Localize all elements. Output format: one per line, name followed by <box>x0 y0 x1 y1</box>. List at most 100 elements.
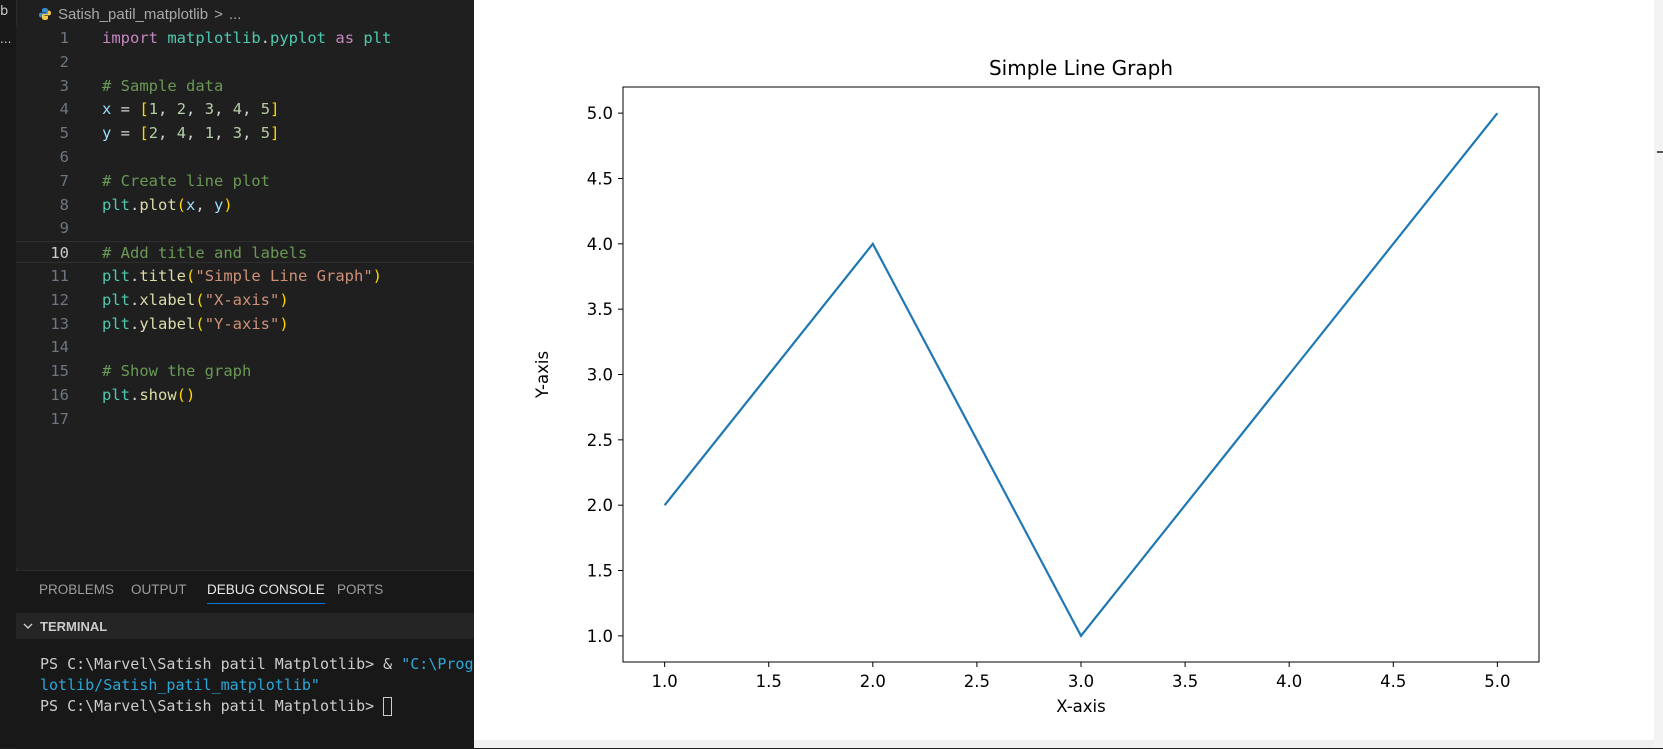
code-token: [ <box>139 124 148 142</box>
code-token: # Show the graph <box>102 362 251 380</box>
terminal[interactable]: PS C:\Marvel\Satish patil Matplotlib> & … <box>16 639 474 749</box>
more-icon[interactable]: ... <box>0 32 11 46</box>
breadcrumb-more[interactable]: ... <box>229 6 242 23</box>
bottom-panel: PROBLEMS OUTPUT DEBUG CONSOLE PORTS TERM… <box>16 570 474 749</box>
plot-frame <box>623 87 1539 662</box>
breadcrumb-separator-icon: > <box>214 6 223 23</box>
tab-ports[interactable]: PORTS <box>337 582 383 597</box>
code-token: x <box>186 196 195 214</box>
code-line[interactable]: 10# Add title and labels <box>16 241 474 263</box>
code-token: . <box>261 29 270 47</box>
tab-output[interactable]: OUTPUT <box>131 582 187 597</box>
code-line[interactable]: 9 <box>16 217 474 239</box>
series-line <box>665 113 1498 636</box>
chart-title: Simple Line Graph <box>989 56 1173 80</box>
code-token: , <box>186 124 205 142</box>
code-token: 3 <box>233 124 242 142</box>
line-number: 7 <box>16 170 69 192</box>
tab-problems[interactable]: PROBLEMS <box>39 582 114 597</box>
terminal-cursor <box>383 697 392 716</box>
code-token: # Create line plot <box>102 172 270 190</box>
line-number: 14 <box>16 336 69 358</box>
x-tick-label: 5.0 <box>1484 672 1510 691</box>
line-number: 5 <box>16 122 69 144</box>
code-text: plt.plot(x, y) <box>102 194 233 216</box>
breadcrumb: Satish_patil_matplotlib > ... <box>38 3 241 25</box>
x-tick-label: 1.5 <box>756 672 782 691</box>
code-token: , <box>186 100 205 118</box>
panel-tabs: PROBLEMS OUTPUT DEBUG CONSOLE PORTS <box>16 571 474 607</box>
x-tick-label: 3.5 <box>1172 672 1198 691</box>
y-axis-label: Y-axis <box>533 351 552 399</box>
terminal-title: TERMINAL <box>40 619 107 634</box>
code-token: . <box>130 315 139 333</box>
figure-bottom-strip <box>474 740 1654 748</box>
code-token: ) <box>223 196 232 214</box>
code-text: y = [2, 4, 1, 3, 5] <box>102 122 279 144</box>
code-token: ) <box>186 386 195 404</box>
code-token: title <box>139 267 186 285</box>
right-scroll-strip <box>1654 0 1663 748</box>
code-line[interactable]: 13 plt.ylabel("Y-axis") <box>16 313 474 335</box>
code-text: plt.ylabel("Y-axis") <box>102 313 289 335</box>
x-tick-label: 3.0 <box>1068 672 1094 691</box>
code-token: 2 <box>177 100 186 118</box>
code-line[interactable]: 2 <box>16 51 474 73</box>
code-token: , <box>242 124 261 142</box>
code-line[interactable]: 3# Sample data <box>16 75 474 97</box>
terminal-path: "C:\Prog <box>401 655 473 673</box>
code-token: plt <box>102 291 130 309</box>
code-token: # Add title and labels <box>102 244 307 262</box>
line-number: 13 <box>16 313 69 335</box>
code-token: "X-axis" <box>205 291 280 309</box>
code-token: 4 <box>233 100 242 118</box>
code-token: plt <box>102 196 130 214</box>
code-token: ] <box>270 100 279 118</box>
x-tick-label: 4.5 <box>1380 672 1406 691</box>
code-line[interactable]: 17 <box>16 408 474 430</box>
line-number: 12 <box>16 289 69 311</box>
code-token: import <box>102 29 158 47</box>
code-token: plt <box>102 386 130 404</box>
scroll-marker <box>1657 151 1663 153</box>
code-token: plt <box>102 267 130 285</box>
code-line[interactable]: 15# Show the graph <box>16 360 474 382</box>
line-number: 16 <box>16 384 69 406</box>
code-token: y <box>102 124 111 142</box>
code-token: , <box>158 124 177 142</box>
x-tick-label: 2.0 <box>860 672 886 691</box>
x-axis-label: X-axis <box>1056 697 1106 716</box>
code-token: "Y-axis" <box>205 315 280 333</box>
code-line[interactable]: 6 <box>16 146 474 168</box>
code-line[interactable]: 7 # Create line plot <box>16 170 474 192</box>
code-token: . <box>130 291 139 309</box>
x-tick-label: 4.0 <box>1276 672 1302 691</box>
code-token: y <box>214 196 223 214</box>
code-token: 3 <box>205 100 214 118</box>
line-number: 3 <box>16 75 69 97</box>
code-token: ] <box>270 124 279 142</box>
terminal-section-header[interactable]: TERMINAL <box>16 613 474 639</box>
code-line[interactable]: 8 plt.plot(x, y) <box>16 194 474 216</box>
code-token: = <box>111 100 139 118</box>
breadcrumb-file[interactable]: Satish_patil_matplotlib <box>58 6 208 23</box>
terminal-line: PS C:\Marvel\Satish patil Matplotlib> <box>40 695 392 717</box>
tab-debug-console[interactable]: DEBUG CONSOLE <box>207 582 325 597</box>
code-token: 5 <box>261 124 270 142</box>
code-line[interactable]: 14 <box>16 336 474 358</box>
line-number: 11 <box>16 265 69 287</box>
code-text: import matplotlib.pyplot as plt <box>102 27 391 49</box>
python-file-icon <box>38 7 52 21</box>
line-number: 2 <box>16 51 69 73</box>
line-number: 8 <box>16 194 69 216</box>
code-text: # Add title and labels <box>102 242 307 264</box>
